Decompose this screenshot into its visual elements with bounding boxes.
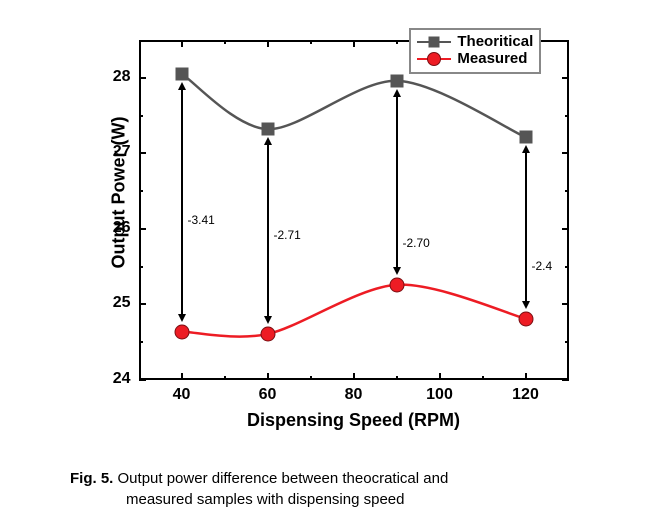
y-minor-tick bbox=[565, 190, 569, 192]
square-marker-icon bbox=[429, 36, 440, 47]
figure-container: 4060801001202425262728Output Power (W)Di… bbox=[0, 0, 657, 520]
y-minor-tick bbox=[139, 341, 143, 343]
x-minor-tick bbox=[396, 376, 398, 380]
plot-area bbox=[139, 40, 569, 380]
x-minor-tick bbox=[310, 376, 312, 380]
arrow-head-down-icon bbox=[393, 267, 401, 275]
square-marker-icon bbox=[519, 131, 532, 144]
x-axis-title: Dispensing Speed (RPM) bbox=[139, 410, 569, 431]
square-marker-icon bbox=[261, 123, 274, 136]
y-tick-label: 28 bbox=[95, 68, 131, 86]
difference-arrow bbox=[267, 145, 269, 316]
legend-label: Measured bbox=[457, 50, 527, 67]
x-minor-tick bbox=[224, 40, 226, 44]
y-minor-tick bbox=[565, 341, 569, 343]
difference-label: -3.41 bbox=[188, 213, 215, 227]
figure-caption: Fig. 5. Output power difference between … bbox=[70, 468, 587, 510]
x-tick-label: 80 bbox=[334, 386, 374, 404]
y-tick bbox=[139, 303, 146, 305]
circle-marker-icon bbox=[174, 324, 189, 339]
y-minor-tick bbox=[139, 115, 143, 117]
y-tick bbox=[562, 228, 569, 230]
difference-arrow bbox=[525, 153, 527, 300]
y-axis-title: Output Power (W) bbox=[108, 149, 129, 269]
figure-number: Fig. 5. bbox=[70, 470, 113, 487]
x-tick bbox=[439, 373, 441, 380]
arrow-head-up-icon bbox=[178, 82, 186, 90]
y-minor-tick bbox=[139, 190, 143, 192]
arrow-head-down-icon bbox=[522, 301, 530, 309]
caption-line-1: Output power difference between theocrat… bbox=[118, 470, 449, 487]
x-tick bbox=[353, 40, 355, 47]
x-tick bbox=[181, 373, 183, 380]
difference-label: -2.70 bbox=[403, 236, 430, 250]
circle-marker-icon bbox=[518, 311, 533, 326]
arrow-head-up-icon bbox=[264, 137, 272, 145]
x-tick bbox=[181, 40, 183, 47]
x-tick bbox=[267, 40, 269, 47]
y-minor-tick bbox=[139, 266, 143, 268]
y-tick-label: 25 bbox=[95, 294, 131, 312]
legend-item: Measured bbox=[417, 50, 533, 67]
difference-label: -2.71 bbox=[274, 228, 301, 242]
legend-swatch bbox=[417, 52, 451, 66]
arrow-head-up-icon bbox=[522, 145, 530, 153]
x-tick bbox=[267, 373, 269, 380]
x-minor-tick bbox=[396, 40, 398, 44]
difference-label: -2.4 bbox=[532, 259, 553, 273]
y-minor-tick bbox=[565, 266, 569, 268]
x-tick bbox=[353, 373, 355, 380]
y-tick bbox=[139, 379, 146, 381]
arrow-head-down-icon bbox=[178, 314, 186, 322]
chart: 4060801001202425262728Output Power (W)Di… bbox=[49, 20, 609, 450]
circle-marker-icon bbox=[427, 52, 441, 66]
y-tick bbox=[562, 77, 569, 79]
difference-arrow bbox=[396, 97, 398, 267]
y-tick bbox=[139, 77, 146, 79]
x-minor-tick bbox=[482, 376, 484, 380]
x-tick-label: 60 bbox=[248, 386, 288, 404]
x-tick bbox=[525, 373, 527, 380]
y-tick bbox=[562, 152, 569, 154]
x-tick-label: 40 bbox=[162, 386, 202, 404]
legend-swatch bbox=[417, 35, 451, 49]
x-minor-tick bbox=[224, 376, 226, 380]
legend-label: Theoritical bbox=[457, 33, 533, 50]
y-tick bbox=[139, 228, 146, 230]
arrow-head-up-icon bbox=[393, 89, 401, 97]
circle-marker-icon bbox=[389, 277, 404, 292]
legend-item: Theoritical bbox=[417, 33, 533, 50]
difference-arrow bbox=[181, 90, 183, 314]
y-tick bbox=[562, 303, 569, 305]
arrow-head-down-icon bbox=[264, 316, 272, 324]
y-tick-label: 24 bbox=[95, 370, 131, 388]
y-tick bbox=[139, 152, 146, 154]
x-tick-label: 100 bbox=[420, 386, 460, 404]
square-marker-icon bbox=[390, 74, 403, 87]
x-minor-tick bbox=[310, 40, 312, 44]
y-minor-tick bbox=[565, 115, 569, 117]
square-marker-icon bbox=[175, 68, 188, 81]
circle-marker-icon bbox=[260, 326, 275, 341]
legend: TheoriticalMeasured bbox=[409, 28, 541, 74]
caption-line-2: measured samples with dispensing speed bbox=[70, 489, 587, 510]
x-tick-label: 120 bbox=[506, 386, 546, 404]
y-tick bbox=[562, 379, 569, 381]
